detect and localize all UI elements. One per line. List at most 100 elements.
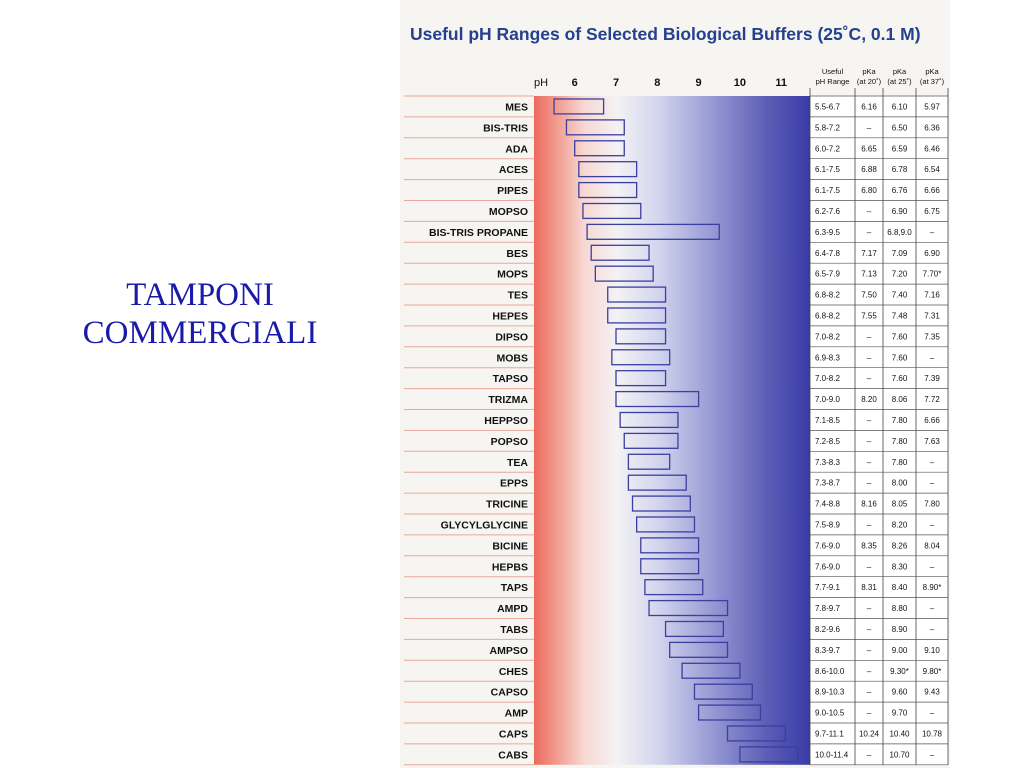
buffer-name-label: AMPSO	[489, 645, 528, 657]
table-cell: 8.9-10.3	[815, 688, 845, 697]
table-cell: –	[867, 604, 872, 613]
table-cell: 5.5-6.7	[815, 102, 840, 111]
table-cell: 7.80	[892, 458, 908, 467]
range-bar	[574, 140, 625, 157]
table-cell: 6.10	[892, 102, 908, 111]
table-cell: 7.48	[892, 311, 908, 320]
table-cell: 9.43	[924, 688, 940, 697]
table-cell: 6.4-7.8	[815, 249, 840, 258]
table-cell: 7.31	[924, 311, 940, 320]
table-cell: 9.00	[892, 646, 908, 655]
table-cell: –	[867, 520, 872, 529]
table-cell: 10.0-11.4	[815, 750, 849, 759]
table-cell: –	[930, 353, 935, 362]
table-cell: 6.16	[861, 102, 877, 111]
table-cell: –	[867, 353, 872, 362]
table-cell: 7.60	[892, 332, 908, 341]
buffer-name-label: ACES	[499, 164, 528, 176]
table-cell: –	[930, 562, 935, 571]
table-cell: 8.30	[892, 562, 908, 571]
table-cell: –	[867, 750, 872, 759]
table-header-sub: (at 20˚)	[857, 77, 882, 86]
range-bar	[644, 579, 704, 596]
table-cell: –	[867, 374, 872, 383]
buffer-name-label: PIPES	[497, 185, 528, 197]
buffer-name-label: CABS	[498, 749, 528, 761]
table-cell: 7.8-9.7	[815, 604, 840, 613]
table-cell: 7.0-9.0	[815, 395, 840, 404]
range-bar	[681, 662, 741, 679]
buffer-name-label: POPSO	[491, 436, 528, 448]
buffer-name-label: MES	[505, 101, 528, 113]
table-cell: 7.09	[892, 249, 908, 258]
range-bar	[627, 453, 671, 470]
table-cell: 6.90	[924, 249, 940, 258]
table-cell: 6.8-8.2	[815, 311, 840, 320]
table-cell: 6.88	[861, 165, 877, 174]
table-cell: 6.66	[924, 186, 940, 195]
table-header-sub: (at 37˚)	[920, 77, 945, 86]
table-cell: 7.63	[924, 437, 940, 446]
buffer-name-label: TRICINE	[486, 499, 528, 511]
buffer-name-label: GLYCYLGLYCINE	[441, 519, 528, 531]
buffer-name-label: ADA	[505, 143, 528, 155]
table-cell: –	[867, 207, 872, 216]
table-cell: 6.8-8.2	[815, 291, 840, 300]
slide-title-line2: COMMERCIALI	[82, 315, 318, 351]
table-cell: 6.59	[892, 144, 908, 153]
range-bar	[693, 683, 753, 700]
buffer-name-label: HEPPSO	[484, 415, 528, 427]
table-cell: 8.06	[892, 395, 908, 404]
table-cell: 6.2-7.6	[815, 207, 840, 216]
buffer-name-label: BIS-TRIS	[483, 122, 528, 134]
table-cell: 8.20	[892, 520, 908, 529]
table-cell: –	[867, 562, 872, 571]
range-bar	[565, 119, 625, 136]
table-cell: –	[867, 123, 872, 132]
table-cell: –	[867, 332, 872, 341]
buffer-name-label: TEA	[507, 457, 528, 469]
ph-gradient-band	[534, 96, 810, 765]
buffer-name-label: BES	[506, 248, 528, 260]
buffer-name-label: EPPS	[500, 478, 528, 490]
table-cell: 9.30*	[890, 667, 909, 676]
buffer-name-label: AMPD	[497, 603, 528, 615]
table-cell: 8.6-10.0	[815, 667, 845, 676]
table-cell: 7.80	[892, 416, 908, 425]
table-cell: 8.35	[861, 541, 877, 550]
buffer-name-label: TES	[508, 290, 528, 302]
table-cell: 6.1-7.5	[815, 186, 840, 195]
table-cell: 8.04	[924, 541, 940, 550]
range-bar	[615, 390, 700, 408]
range-bar	[590, 244, 650, 261]
x-tick-label: 9	[696, 77, 702, 89]
buffer-name-label: HEPBS	[492, 561, 528, 573]
table-cell: 7.3-8.3	[815, 458, 840, 467]
table-cell: 10.40	[889, 729, 910, 738]
range-bar	[615, 370, 667, 387]
axis-label-ph: pH	[534, 77, 548, 89]
range-bar	[648, 599, 729, 617]
range-bar	[627, 474, 687, 491]
table-cell: 7.1-8.5	[815, 416, 840, 425]
table-cell: 7.39	[924, 374, 940, 383]
table-cell: 7.50	[861, 291, 877, 300]
table-cell: 8.90	[892, 625, 908, 634]
range-bar	[553, 98, 605, 115]
range-bar	[697, 704, 762, 721]
range-bar	[615, 328, 667, 345]
range-bar	[578, 161, 638, 178]
table-cell: 8.16	[861, 500, 877, 509]
table-cell: –	[867, 709, 872, 718]
buffer-name-label: AMP	[505, 708, 528, 720]
buffer-name-label: MOBS	[497, 352, 529, 364]
table-cell: –	[930, 604, 935, 613]
buffer-name-label: HEPES	[492, 310, 528, 322]
buffer-name-label: MOPSO	[489, 206, 528, 218]
slide-title: TAMPONI COMMERCIALI	[30, 276, 370, 352]
table-cell: 7.7-9.1	[815, 583, 840, 592]
table-cell: 8.40	[892, 583, 908, 592]
table-cell: 7.0-8.2	[815, 332, 840, 341]
table-cell: 7.2-8.5	[815, 437, 840, 446]
